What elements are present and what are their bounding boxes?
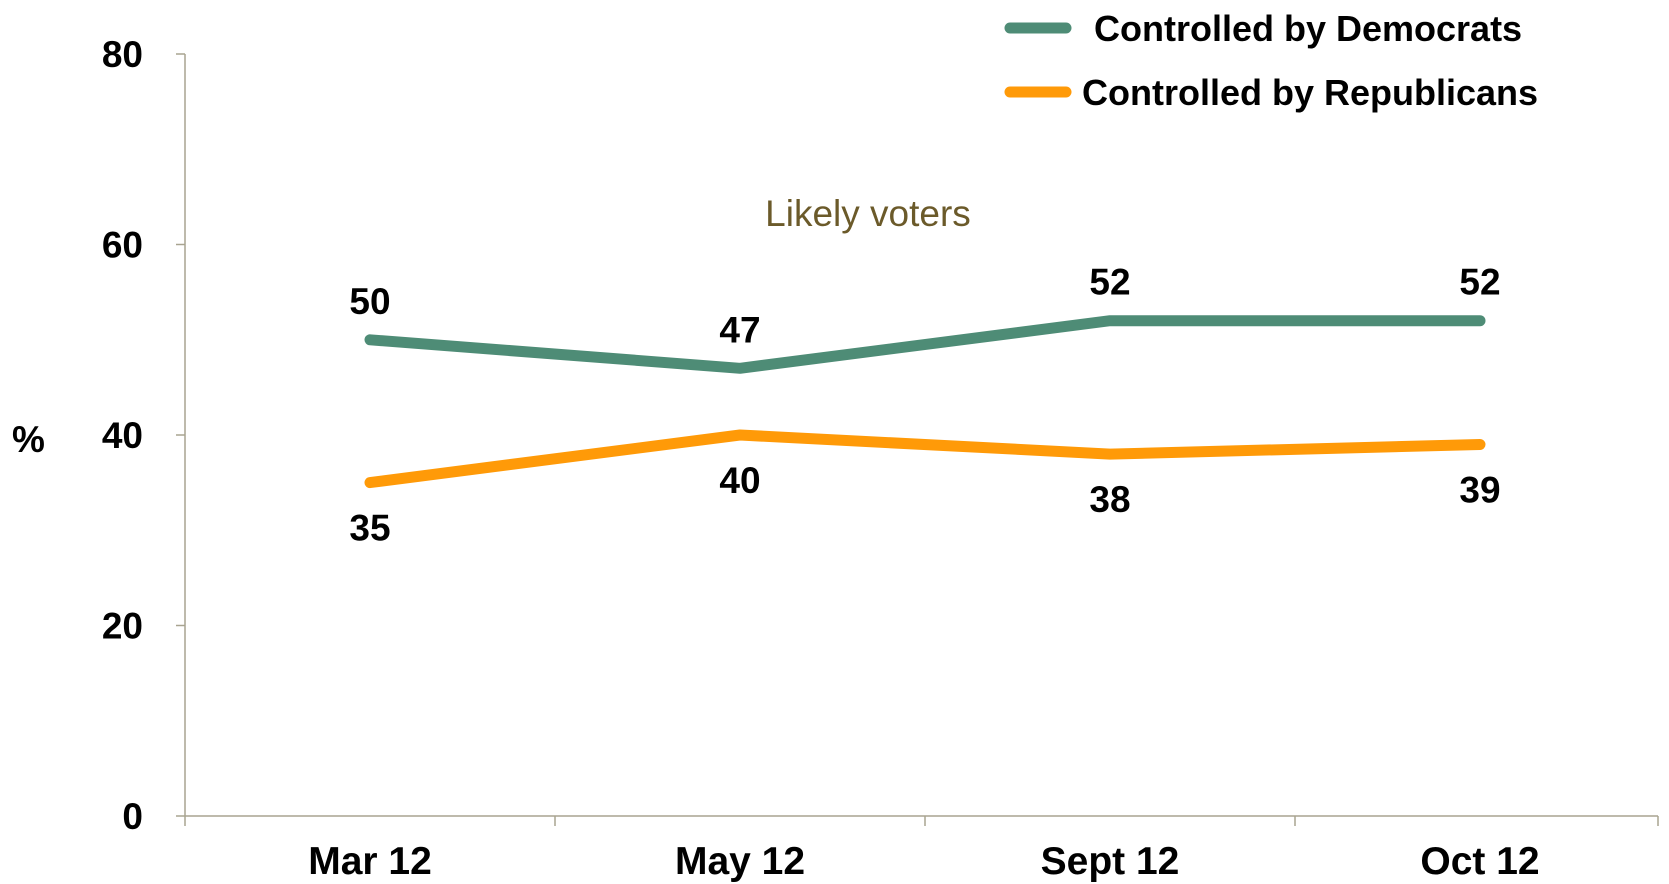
x-tick-label: May 12 bbox=[675, 840, 805, 883]
data-label: 38 bbox=[1089, 479, 1130, 520]
data-label: 40 bbox=[719, 460, 760, 501]
x-tick-label: Oct 12 bbox=[1420, 840, 1539, 883]
y-tick-label: 0 bbox=[122, 796, 143, 837]
data-label: 52 bbox=[1459, 262, 1500, 303]
legend: Controlled by Democrats Controlled by Rep… bbox=[1004, 8, 1538, 113]
x-tick-label: Mar 12 bbox=[308, 840, 432, 883]
data-label: 50 bbox=[349, 281, 390, 322]
data-label: 35 bbox=[349, 508, 390, 549]
y-tick-label: 40 bbox=[102, 415, 143, 456]
legend-label: Controlled by Republicans bbox=[1082, 72, 1538, 113]
series-line-republicans bbox=[364, 429, 1486, 489]
y-tick-label: 80 bbox=[102, 34, 143, 75]
y-axis-label: % bbox=[12, 419, 45, 460]
data-labels: 50 47 52 52 35 40 38 39 bbox=[349, 262, 1500, 549]
axes: 0 20 40 60 80 Mar 12 May 12 Sept 12 Oct 12 bbox=[102, 34, 1659, 883]
annotation-likely-voters: Likely voters bbox=[765, 193, 971, 234]
legend-label: Controlled by Democrats bbox=[1094, 8, 1522, 49]
data-label: 39 bbox=[1459, 470, 1500, 511]
series-line-democrats bbox=[364, 315, 1486, 374]
y-tick-label: 60 bbox=[102, 225, 143, 266]
x-tick-label: Sept 12 bbox=[1041, 840, 1180, 883]
data-label: 47 bbox=[719, 309, 760, 350]
data-label: 52 bbox=[1089, 262, 1130, 303]
series-lines bbox=[364, 315, 1486, 489]
y-tick-label: 20 bbox=[102, 606, 143, 647]
